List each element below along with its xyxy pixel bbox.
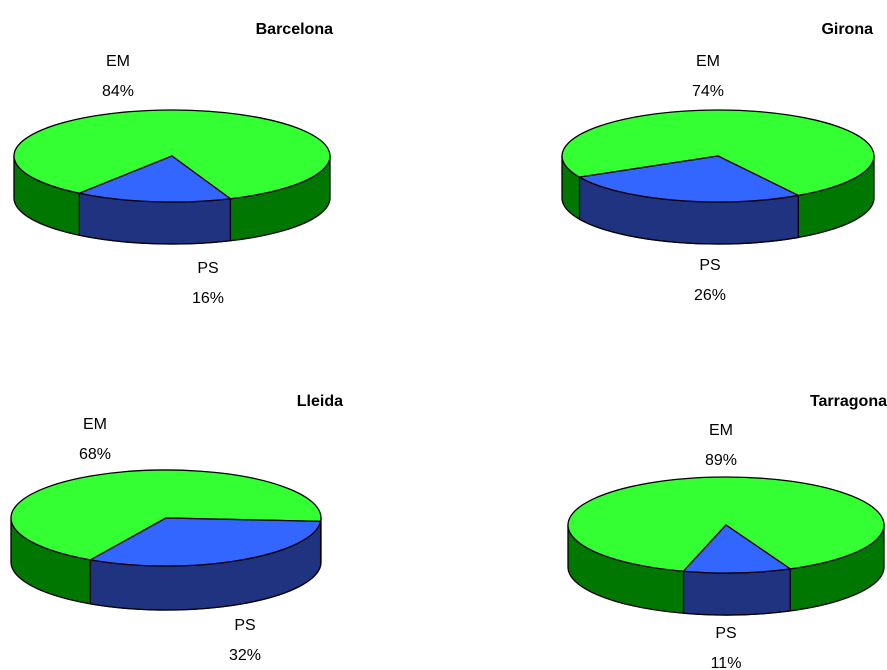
chart-title-barcelona: Barcelona xyxy=(256,21,333,38)
slice-ps-barcelona xyxy=(78,155,232,203)
slice-label-ps-girona: PS xyxy=(699,257,720,274)
slice-label-ps-tarragona: PS xyxy=(715,625,736,642)
chart-title-girona: Girona xyxy=(821,21,873,38)
slice-ps-lleida xyxy=(89,517,322,567)
slice-label-em-lleida: EM xyxy=(83,416,107,433)
slice-value-em-lleida: 68% xyxy=(79,446,111,463)
slice-value-em-girona: 74% xyxy=(692,83,724,100)
pie-chart-tarragona: Tarragona EM 89% PS 11% xyxy=(567,393,887,670)
pie-slices-barcelona xyxy=(13,109,331,245)
slice-value-em-barcelona: 84% xyxy=(102,83,134,100)
slice-value-em-tarragona: 89% xyxy=(705,452,737,469)
slice-value-ps-barcelona: 16% xyxy=(192,290,224,307)
chart-title-tarragona: Tarragona xyxy=(810,393,887,410)
slice-em-girona xyxy=(561,109,875,197)
slice-label-em-tarragona: EM xyxy=(709,422,733,439)
slice-ps-girona xyxy=(578,155,799,203)
slice-value-ps-girona: 26% xyxy=(694,287,726,304)
pie-chart-lleida: Lleida EM 68% PS 32% xyxy=(10,393,343,664)
slice-label-em-barcelona: EM xyxy=(106,53,130,70)
pie-slices-lleida xyxy=(10,469,322,611)
slice-em-tarragona xyxy=(567,476,885,572)
pie-slices-girona xyxy=(561,109,875,245)
slice-side-ps-tarragona xyxy=(682,568,791,616)
slice-em-lleida xyxy=(10,469,322,561)
slice-em-barcelona xyxy=(13,109,331,200)
slice-ps-tarragona xyxy=(682,524,791,574)
slice-label-ps-lleida: PS xyxy=(234,617,255,634)
pie-slices-tarragona xyxy=(567,476,885,616)
pie-chart-girona: Girona EM 74% PS 26% xyxy=(561,21,875,304)
pie-chart-barcelona: Barcelona EM 84% PS 16% xyxy=(13,21,333,307)
slice-label-ps-barcelona: PS xyxy=(197,260,218,277)
slice-value-ps-lleida: 32% xyxy=(229,647,261,664)
slice-value-ps-tarragona: 11% xyxy=(711,655,742,670)
slice-label-em-girona: EM xyxy=(696,53,720,70)
chart-title-lleida: Lleida xyxy=(297,393,343,410)
